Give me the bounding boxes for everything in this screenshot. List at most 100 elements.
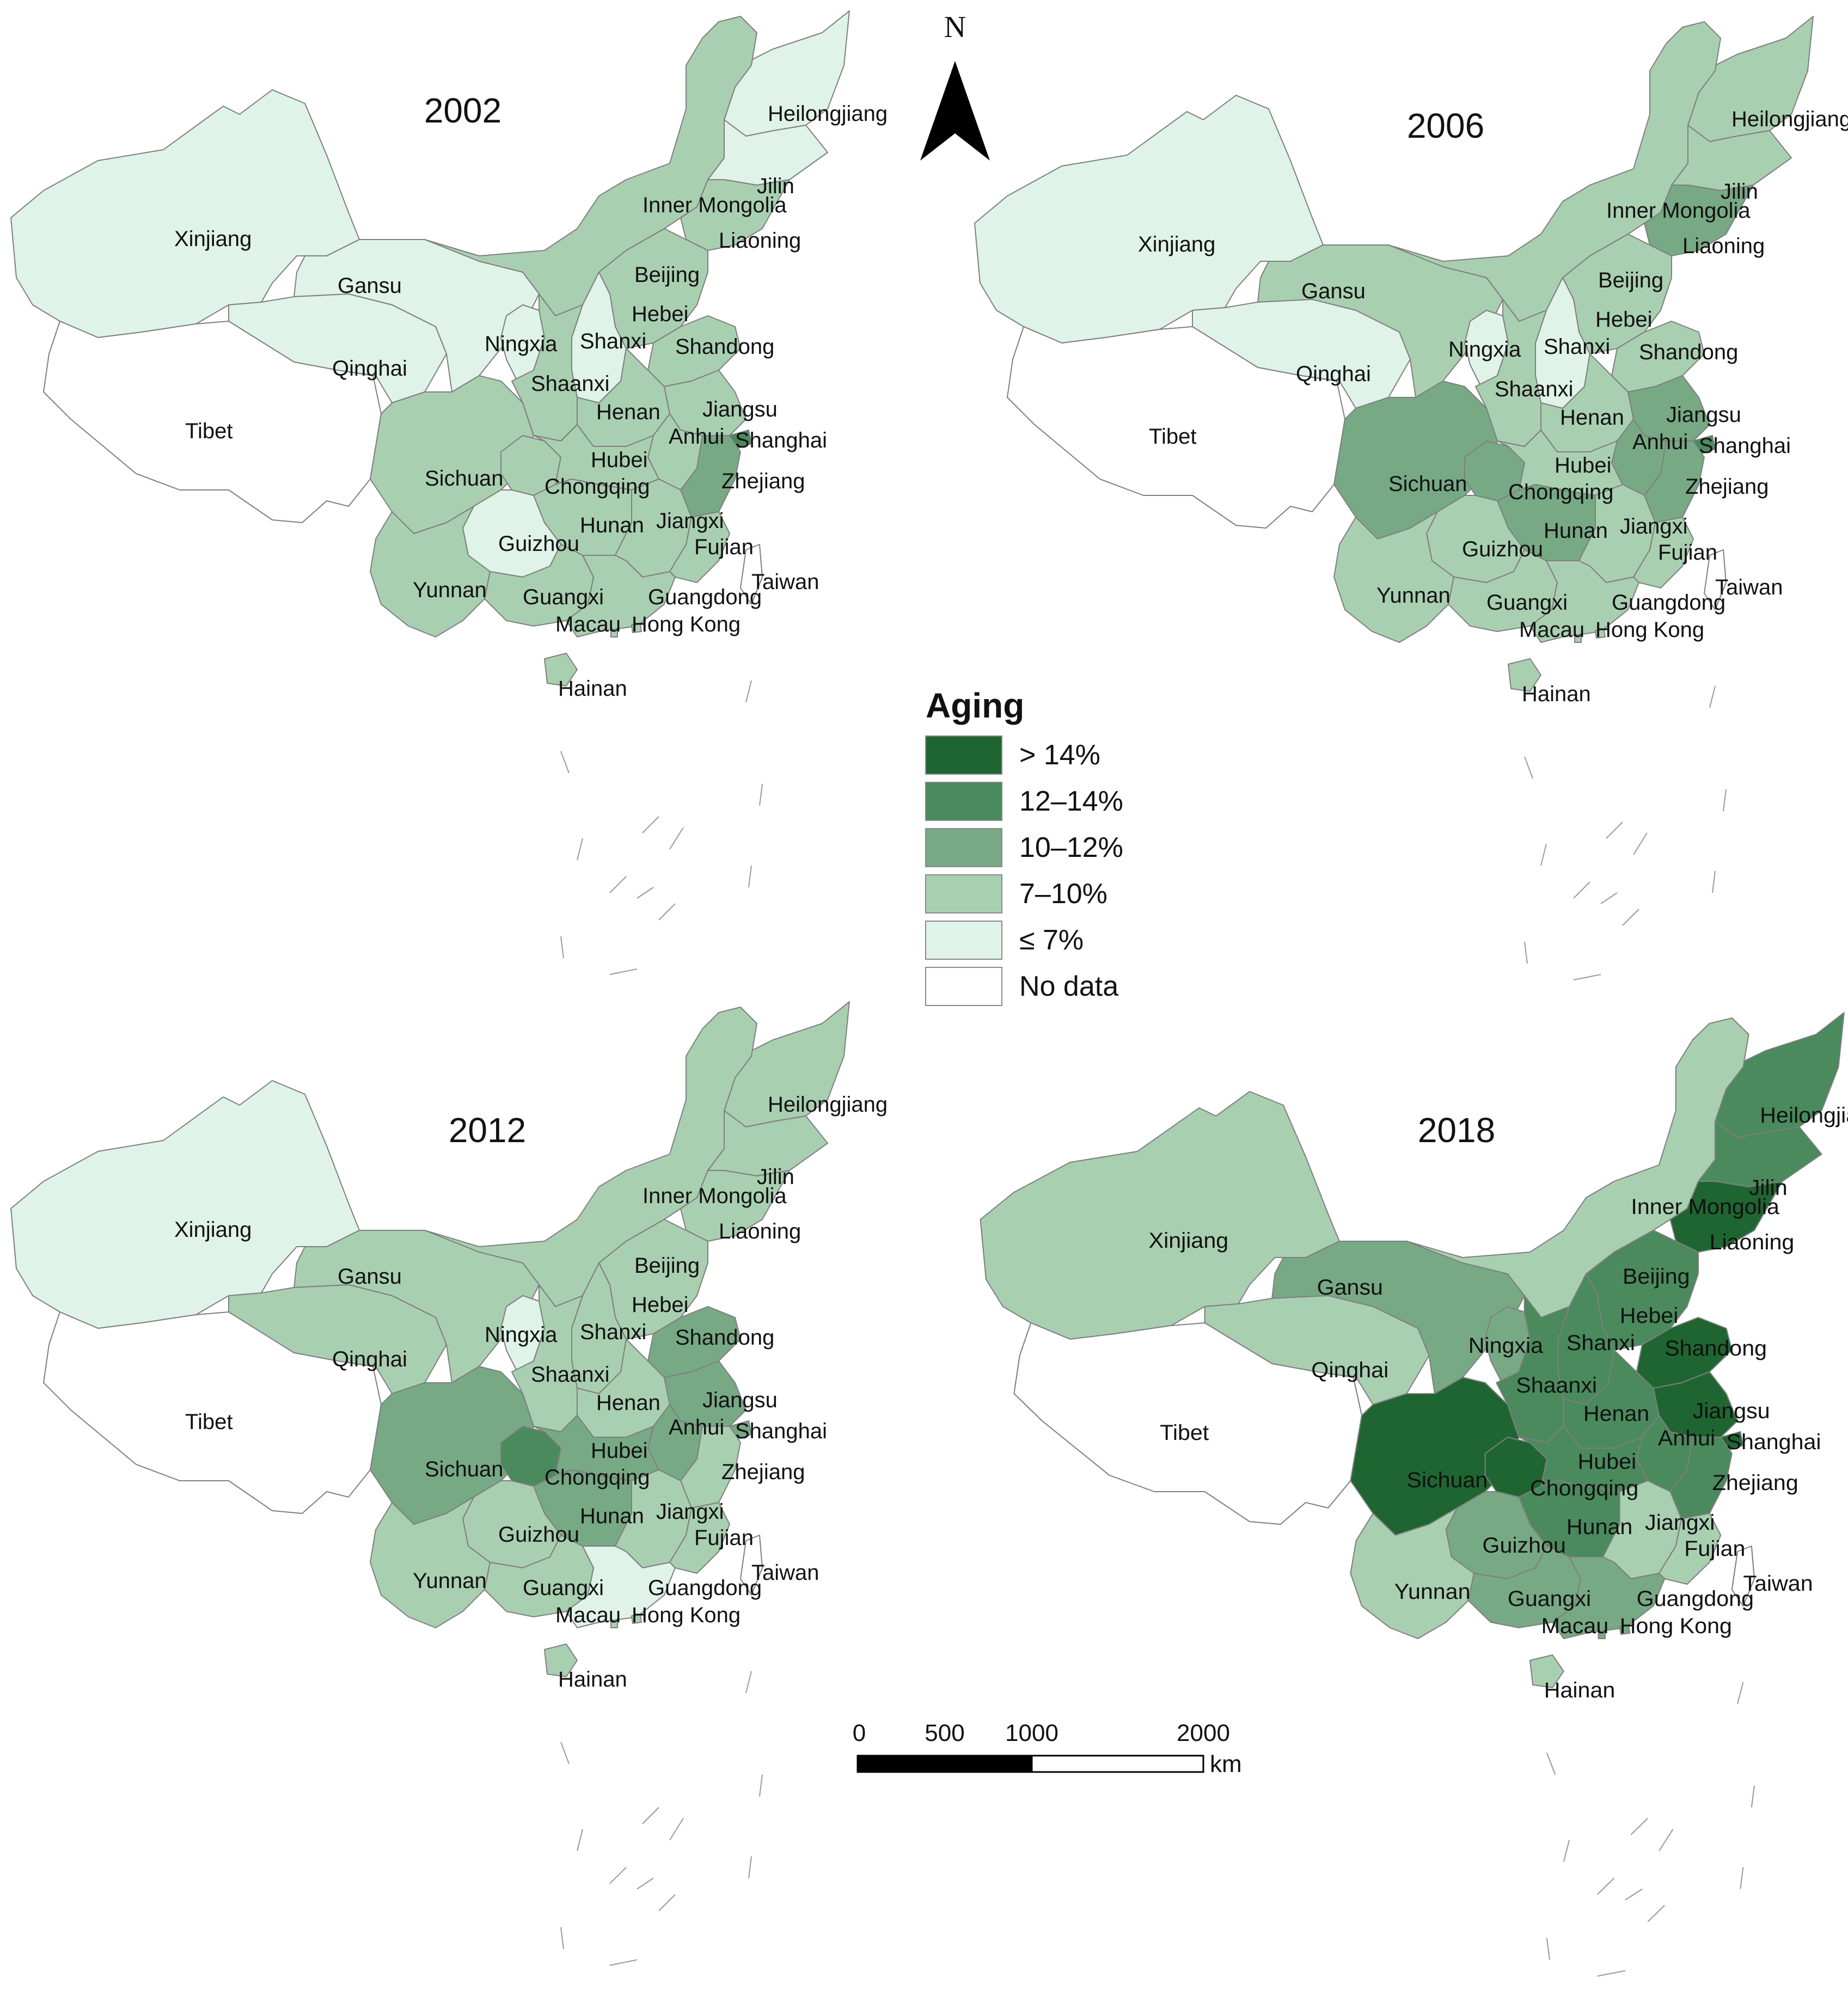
province-label-hainan: Hainan [1544, 1678, 1616, 1702]
province-label-taiwan: Taiwan [1715, 575, 1783, 599]
province-label-fujian: Fujian [1684, 1536, 1745, 1561]
province-hong-kong-2012 [631, 1614, 642, 1624]
province-label-ningxia: Ningxia [485, 332, 558, 356]
province-label-inner-mongolia: Inner Mongolia [642, 193, 787, 217]
province-hainan-2006 [1508, 658, 1541, 692]
province-label-hong-kong: Hong Kong [632, 612, 741, 636]
province-label-jiangsu: Jiangsu [702, 1388, 778, 1412]
province-label-xinjiang: Xinjiang [1138, 232, 1215, 256]
south-china-sea-islands [1524, 685, 1727, 980]
legend-swatch-4 [925, 921, 1002, 960]
province-label-sichuan: Sichuan [1406, 1468, 1488, 1492]
province-label-liaoning: Liaoning [1710, 1230, 1795, 1254]
province-label-qinghai: Qinghai [1311, 1358, 1388, 1382]
legend: Aging > 14% 12–14% 10–12% 7–10% ≤ 7% No data [925, 686, 1123, 1006]
map-panel-2002: Heilongjiang Jilin Liaoning Inner Mongolia X… [10, 10, 888, 975]
scale-tick-0: 0 [853, 1720, 866, 1746]
province-label-hubei: Hubei [1555, 453, 1612, 477]
province-label-shanxi: Shanxi [580, 329, 646, 353]
province-label-shandong: Shandong [675, 335, 774, 359]
province-tibet-2002 [43, 321, 382, 523]
legend-title: Aging [926, 686, 1024, 725]
province-label-hebei: Hebei [1620, 1303, 1679, 1328]
province-label-guangdong: Guangdong [648, 1576, 762, 1600]
province-label-guizhou: Guizhou [1462, 537, 1543, 561]
province-label-henan: Henan [1583, 1401, 1649, 1426]
province-label-inner-mongolia: Inner Mongolia [1631, 1194, 1779, 1219]
province-label-macau: Macau [555, 612, 621, 636]
legend-label-5: No data [1019, 971, 1118, 1002]
province-label-guangxi: Guangxi [523, 585, 604, 609]
province-fujian-2018 [1658, 1513, 1722, 1585]
province-label-guangdong: Guangdong [648, 585, 762, 609]
province-label-guangdong: Guangdong [1612, 591, 1725, 615]
province-guangdong-2006 [1529, 560, 1639, 643]
province-hong-kong-2006 [1595, 629, 1606, 639]
province-label-jiangsu: Jiangsu [1693, 1399, 1770, 1423]
province-label-hebei: Hebei [632, 302, 689, 326]
province-label-hainan: Hainan [1522, 682, 1591, 706]
province-label-beijing: Beijing [1598, 268, 1663, 292]
province-label-guangxi: Guangxi [1508, 1586, 1591, 1611]
scale-tick-2000: 2000 [1177, 1720, 1230, 1746]
province-label-hong-kong: Hong Kong [1620, 1614, 1732, 1638]
province-taiwan-2002 [740, 544, 763, 605]
legend-label-4: ≤ 7% [1019, 924, 1084, 956]
province-taiwan-2012 [740, 1535, 763, 1596]
province-macau-2002 [610, 630, 618, 637]
province-label-shanghai: Shanghai [1727, 1430, 1821, 1454]
legend-label-2: 10–12% [1019, 832, 1123, 863]
legend-swatch-1 [925, 782, 1002, 821]
province-label-tibet: Tibet [1149, 425, 1196, 449]
legend-label-0: > 14% [1019, 739, 1100, 771]
scale-bar: 0 500 1000 2000 km [853, 1720, 1242, 1777]
legend-label-3: 7–10% [1019, 878, 1107, 910]
north-arrow-icon [920, 61, 990, 161]
north-arrow: N [920, 10, 990, 161]
province-label-gansu: Gansu [1301, 279, 1366, 303]
province-label-zhejiang: Zhejiang [721, 469, 805, 493]
south-china-sea-islands [560, 680, 763, 975]
province-label-qinghai: Qinghai [332, 357, 407, 381]
province-label-guangdong: Guangdong [1637, 1586, 1754, 1611]
map-panel-2006: Heilongjiang Jilin Liaoning Inner Mongolia X… [974, 16, 1848, 980]
province-label-shandong: Shandong [675, 1326, 774, 1350]
province-label-shanghai: Shanghai [735, 1419, 827, 1443]
province-label-yunnan: Yunnan [413, 578, 487, 602]
province-label-hubei: Hubei [591, 1439, 648, 1463]
province-hainan-2002 [544, 653, 578, 686]
province-macau-2012 [610, 1621, 618, 1628]
province-label-guizhou: Guizhou [1482, 1533, 1565, 1557]
map-panel-2012: Heilongjiang Jilin Liaoning Inner Mongolia X… [10, 1001, 888, 1966]
legend-swatch-5 [925, 967, 1002, 1006]
province-label-heilongjiang: Heilongjiang [768, 1093, 888, 1117]
province-label-guizhou: Guizhou [498, 1523, 579, 1547]
province-label-xinjiang: Xinjiang [174, 227, 252, 251]
province-label-chongqing: Chongqing [1508, 480, 1614, 504]
province-tibet-2006 [1007, 326, 1345, 529]
province-label-inner-mongolia: Inner Mongolia [1606, 199, 1751, 223]
province-label-gansu: Gansu [1317, 1275, 1383, 1299]
province-label-hunan: Hunan [1544, 519, 1608, 543]
province-label-hubei: Hubei [591, 448, 648, 472]
province-taiwan-2006 [1704, 549, 1727, 610]
province-label-liaoning: Liaoning [719, 229, 801, 253]
province-label-hong-kong: Hong Kong [632, 1603, 741, 1627]
province-label-qinghai: Qinghai [332, 1347, 407, 1371]
province-label-macau: Macau [1519, 618, 1584, 642]
province-label-hubei: Hubei [1578, 1449, 1637, 1474]
province-label-shaanxi: Shaanxi [1495, 377, 1574, 401]
province-macau-2018 [1598, 1632, 1606, 1639]
province-label-guangxi: Guangxi [523, 1576, 604, 1600]
province-label-beijing: Beijing [634, 1254, 700, 1278]
province-label-yunnan: Yunnan [1376, 584, 1451, 608]
province-label-jilin: Jilin [1721, 180, 1758, 204]
province-tibet-2018 [1013, 1322, 1363, 1525]
province-label-sichuan: Sichuan [1388, 472, 1467, 496]
province-label-hong-kong: Hong Kong [1595, 618, 1704, 642]
map-year-2012: 2012 [449, 1111, 526, 1150]
province-label-taiwan: Taiwan [751, 1561, 819, 1585]
province-label-shaanxi: Shaanxi [531, 1363, 610, 1387]
